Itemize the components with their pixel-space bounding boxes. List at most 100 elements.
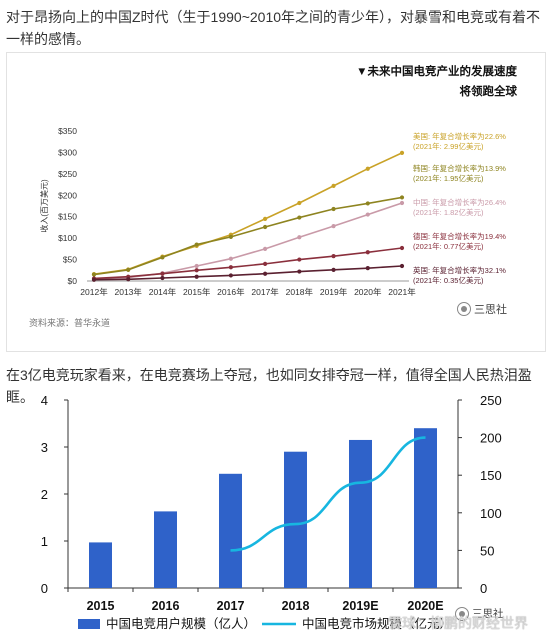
legend-label: 美国: 年复合增长率为22.6% xyxy=(413,131,506,141)
esports-growth-card: ▼未来中国电竞产业的发展速度 将领跑全球 $0 $50 $100 $150 $200 $2… xyxy=(6,52,546,352)
bar xyxy=(284,451,307,588)
x-tick-label: 2019E xyxy=(342,599,378,613)
bar xyxy=(349,439,372,588)
bar xyxy=(219,473,242,588)
second-paragraph: 在3亿电竞玩家看来，在电竞赛场上夺冠，也如同女排夺冠一样，值得全国人民热泪盈眶。 xyxy=(6,367,532,405)
x-tick-label: 2012年 xyxy=(80,287,108,297)
data-point xyxy=(263,216,268,221)
data-point xyxy=(365,201,370,206)
x-tick-label: 2017年 xyxy=(251,287,279,297)
data-point xyxy=(91,277,97,282)
data-point xyxy=(399,195,405,200)
x-tick-label: 2020年 xyxy=(354,287,382,297)
data-point xyxy=(399,263,405,269)
watermark-text-2: 三思社 xyxy=(472,608,504,620)
bar xyxy=(414,428,437,588)
data-point xyxy=(160,275,165,281)
y2-tick-label: 50 xyxy=(480,543,494,558)
y-axis-label: 收入(百万美元) xyxy=(39,179,49,233)
data-point xyxy=(365,250,370,255)
data-point xyxy=(263,271,268,276)
data-point xyxy=(91,272,97,277)
data-point xyxy=(228,256,233,261)
data-point xyxy=(399,150,405,155)
y2-tick-label: 0 xyxy=(480,581,487,596)
data-point xyxy=(297,200,302,206)
data-point xyxy=(331,254,336,259)
data-point xyxy=(126,277,131,282)
y-tick-label: $50 xyxy=(63,255,77,265)
y2-tick-label: 200 xyxy=(480,431,502,446)
series-line-中国 xyxy=(93,202,403,280)
card-subheader: 将领跑全球 xyxy=(459,86,518,98)
source-note: 资料来源：普华永道 xyxy=(29,318,111,328)
data-point xyxy=(194,274,199,279)
y-tick-label: $300 xyxy=(58,147,77,157)
x-tick-label: 2020E xyxy=(407,599,443,613)
series-line-韩国 xyxy=(93,196,403,276)
x-tick-label: 2013年 xyxy=(115,287,143,297)
data-point xyxy=(331,206,336,212)
legend-bar-swatch xyxy=(78,619,100,629)
data-point xyxy=(194,268,199,273)
data-point xyxy=(399,200,405,206)
wechat-icon xyxy=(457,302,471,316)
y2-tick-label: 100 xyxy=(480,506,502,521)
watermark: 三思社 xyxy=(457,301,507,317)
legend-label: 英国: 年复合增长率为32.1% xyxy=(413,265,506,275)
data-point xyxy=(228,265,233,270)
y-tick-label: 4 xyxy=(41,393,48,408)
x-tick-label: 2014年 xyxy=(149,287,177,297)
data-point xyxy=(331,183,336,188)
watermark-2: 三思社 xyxy=(455,606,504,621)
data-point xyxy=(228,273,233,278)
y-tick-label: $100 xyxy=(58,233,77,243)
y-tick-label: $200 xyxy=(58,190,77,200)
data-point xyxy=(228,234,233,239)
legend-sublabel: (2021年: 1.82亿美元) xyxy=(413,207,484,217)
y-tick-label: $150 xyxy=(58,212,77,222)
data-point xyxy=(126,267,131,272)
y-tick-label: 1 xyxy=(41,534,48,549)
bar xyxy=(89,542,112,588)
legend-line-label: 中国电竞市场规模（亿元） xyxy=(302,616,452,631)
series-line-德国 xyxy=(93,247,403,280)
y-tick-label: $350 xyxy=(58,126,77,136)
y-tick-label: $250 xyxy=(58,169,77,179)
y2-tick-label: 250 xyxy=(480,393,502,408)
x-tick-label: 2016年 xyxy=(217,287,245,297)
wechat-icon xyxy=(455,606,469,621)
legend-label: 德国: 年复合增长率为19.4% xyxy=(413,231,506,241)
y-tick-label: 3 xyxy=(41,440,48,455)
data-point xyxy=(331,224,336,229)
legend-sublabel: (2021年: 1.95亿美元) xyxy=(413,173,484,183)
data-point xyxy=(297,235,302,240)
revenue-line-chart: $0 $50 $100 $150 $200 $250 $300 $350 2012年 2013年 2… xyxy=(39,126,506,297)
legend-label: 韩国: 年复合增长率为13.9% xyxy=(413,163,506,173)
y-tick-label: 0 xyxy=(41,581,48,596)
legend-label: 中国: 年复合增长率为26.4% xyxy=(413,197,506,207)
data-point xyxy=(365,266,370,271)
x-tick-label: 2015年 xyxy=(183,287,211,297)
intro-paragraph: 对于昂扬向上的中国Z时代（生于1990~2010年之间的青少年），对暴雪和电竞或… xyxy=(6,9,541,47)
series-line-美国 xyxy=(93,152,403,275)
watermark-text: 三思社 xyxy=(474,304,507,316)
esports-users-chart: 0 1 2 3 4 0 50 100 150 200 250 2015 2016 2017 2018 2019… xyxy=(41,393,502,631)
x-tick-label: 2015 xyxy=(87,599,115,613)
y-tick-label: $0 xyxy=(68,276,78,286)
data-point xyxy=(297,215,302,220)
legend-bar-label: 中国电竞用户规模（亿人） xyxy=(106,616,256,631)
x-tick-label: 2018 xyxy=(282,599,310,613)
market-size-line xyxy=(230,436,426,552)
data-point xyxy=(365,212,370,217)
data-point xyxy=(263,224,268,230)
bar xyxy=(154,511,177,588)
data-point xyxy=(194,263,199,269)
data-point xyxy=(160,271,165,276)
x-tick-label: 2017 xyxy=(217,599,245,613)
x-tick-label: 2021年 xyxy=(388,287,416,297)
x-tick-label: 2018年 xyxy=(286,287,314,297)
x-tick-label: 2016 xyxy=(152,599,180,613)
data-point xyxy=(194,242,199,247)
legend-sublabel: (2021年: 0.77亿美元) xyxy=(413,241,484,251)
